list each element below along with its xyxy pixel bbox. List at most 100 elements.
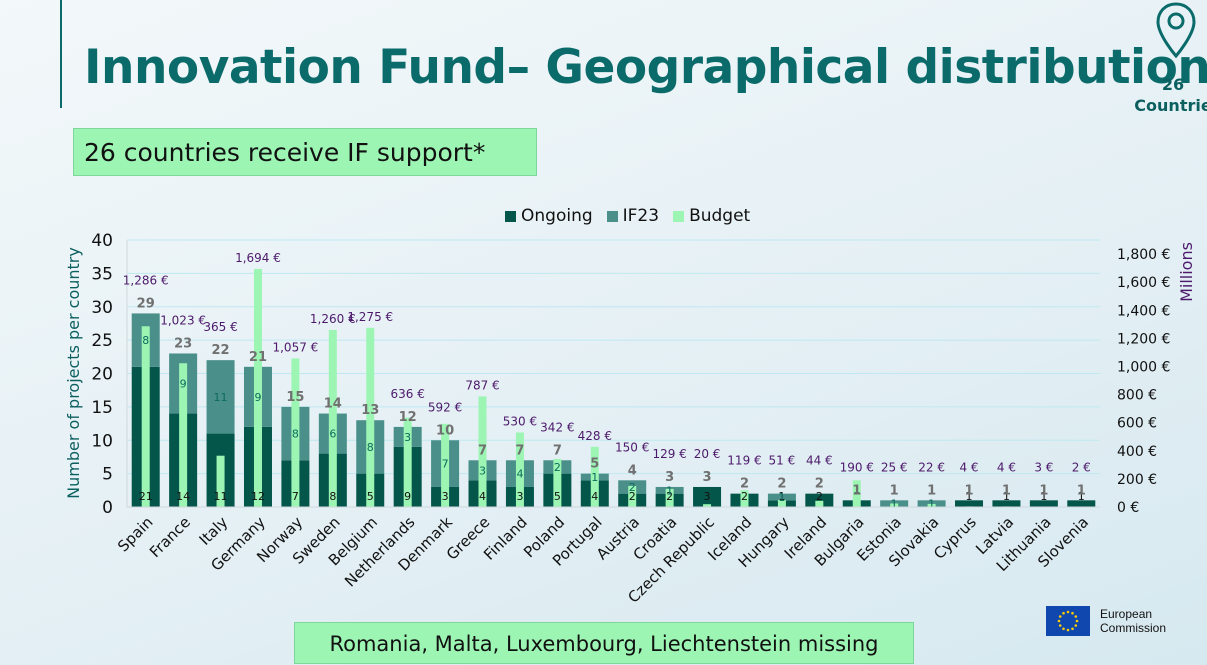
y-tick-label: 10 <box>91 431 113 451</box>
if23-label: 9 <box>180 378 187 391</box>
budget-label: 4 € <box>997 460 1016 474</box>
budget-label: 342 € <box>540 420 574 434</box>
countries-badge: 26 Countrie <box>1128 74 1207 116</box>
y2-tick-label: 0 € <box>1117 500 1139 516</box>
if23-label: 7 <box>442 458 449 471</box>
total-label: 1 <box>852 483 861 498</box>
total-label: 29 <box>137 296 155 311</box>
total-label: 15 <box>286 390 304 405</box>
if23-label: 6 <box>329 428 336 441</box>
total-label: 5 <box>590 457 599 472</box>
bar-budget <box>740 490 749 507</box>
total-label: 23 <box>174 336 192 351</box>
bar-ongoing <box>955 500 984 507</box>
total-label: 10 <box>436 423 454 438</box>
y-tick-label: 15 <box>91 398 113 418</box>
logo-line-2: Commission <box>1100 621 1167 635</box>
total-label: 1 <box>1002 483 1011 498</box>
bar-budget <box>777 499 786 507</box>
ongoing-label: 3 <box>516 490 523 503</box>
y2-tick-label: 1,200 € <box>1117 331 1170 347</box>
bar-budget <box>628 485 637 507</box>
legend-swatch-budget <box>673 210 685 222</box>
budget-label: 1,260 € <box>310 312 356 326</box>
if23-label: 1 <box>891 498 898 511</box>
bar-chart: Number of projects per country Millions … <box>64 231 1196 607</box>
ongoing-label: 5 <box>367 490 374 503</box>
bar-budget <box>216 455 225 507</box>
ongoing-label: 2 <box>816 490 823 503</box>
bar-budget <box>403 417 412 507</box>
budget-label: 2 € <box>1072 460 1091 474</box>
legend-swatch-if23 <box>606 210 618 222</box>
category-label: France <box>146 513 194 561</box>
budget-label: 365 € <box>203 320 237 334</box>
legend-item-ongoing: Ongoing <box>505 206 593 226</box>
y-tick-label: 20 <box>91 365 113 385</box>
ongoing-label: 12 <box>251 490 265 503</box>
y-axis-title: Number of projects per country <box>64 247 83 499</box>
bar-budget <box>141 326 150 507</box>
if23-label: 8 <box>142 334 149 347</box>
ongoing-label: 14 <box>176 490 190 503</box>
bar-budget <box>478 396 487 507</box>
ongoing-label: 2 <box>741 490 748 503</box>
budget-label: 129 € <box>652 447 686 461</box>
ongoing-label: 1 <box>1040 490 1047 503</box>
ongoing-label: 5 <box>554 490 561 503</box>
legend-item-if23: IF23 <box>606 206 659 226</box>
total-label: 7 <box>553 443 562 458</box>
budget-label: 22 € <box>918 460 945 474</box>
bar-if23 <box>767 493 796 501</box>
bar-ongoing <box>693 486 722 507</box>
budget-label: 3 € <box>1034 460 1053 474</box>
ongoing-label: 7 <box>292 490 299 503</box>
legend-swatch-ongoing <box>505 210 516 222</box>
category-label: Cyprus <box>930 513 980 563</box>
bar-budget <box>927 503 936 507</box>
bar-budget <box>665 488 674 507</box>
total-label: 14 <box>324 397 342 412</box>
y2-tick-label: 600 € <box>1117 416 1157 432</box>
countries-label: Countrie <box>1134 96 1207 115</box>
eu-flag-icon <box>1046 606 1090 636</box>
budget-label: 51 € <box>769 454 796 468</box>
if23-label: 1 <box>778 491 785 504</box>
countries-count: 26 <box>1161 75 1185 94</box>
chart-legend: Ongoing IF23 Budget <box>505 206 750 226</box>
bar-budget <box>703 504 712 507</box>
total-label: 7 <box>478 443 487 458</box>
total-label: 4 <box>628 463 637 478</box>
total-label: 1 <box>890 483 899 498</box>
total-label: 3 <box>703 470 712 485</box>
budget-label: 25 € <box>881 460 908 474</box>
if23-label: 11 <box>214 391 228 404</box>
ongoing-label: 2 <box>629 490 636 503</box>
budget-label: 190 € <box>840 460 874 474</box>
bar-budget <box>291 358 300 507</box>
bar-budget <box>253 268 262 507</box>
bar-ongoing <box>805 493 834 507</box>
bar-budget <box>441 423 450 507</box>
footnote-box: Romania, Malta, Luxembourg, Liechtenstei… <box>294 622 914 664</box>
y-tick-label: 0 <box>102 498 113 518</box>
legend-item-budget: Budget <box>673 206 750 226</box>
budget-label: 787 € <box>465 378 499 392</box>
logo-line-1: European <box>1100 607 1153 621</box>
y2-tick-label: 1,400 € <box>1117 303 1170 319</box>
total-label: 1 <box>927 483 936 498</box>
budget-label: 1,275 € <box>347 310 393 324</box>
legend-label-ongoing: Ongoing <box>521 206 593 226</box>
if23-label: 1 <box>666 484 673 497</box>
logo-text: European Commission <box>1100 607 1166 635</box>
budget-label: 428 € <box>578 429 612 443</box>
ongoing-label: 3 <box>704 490 711 503</box>
bar-budget <box>590 446 599 507</box>
total-label: 2 <box>740 477 749 492</box>
budget-label: 636 € <box>390 387 424 401</box>
budget-label: 44 € <box>806 454 833 468</box>
european-commission-logo: European Commission <box>1026 606 1166 636</box>
budget-label: 1,023 € <box>160 313 206 327</box>
budget-label: 530 € <box>503 415 537 429</box>
legend-label-budget: Budget <box>689 206 751 226</box>
